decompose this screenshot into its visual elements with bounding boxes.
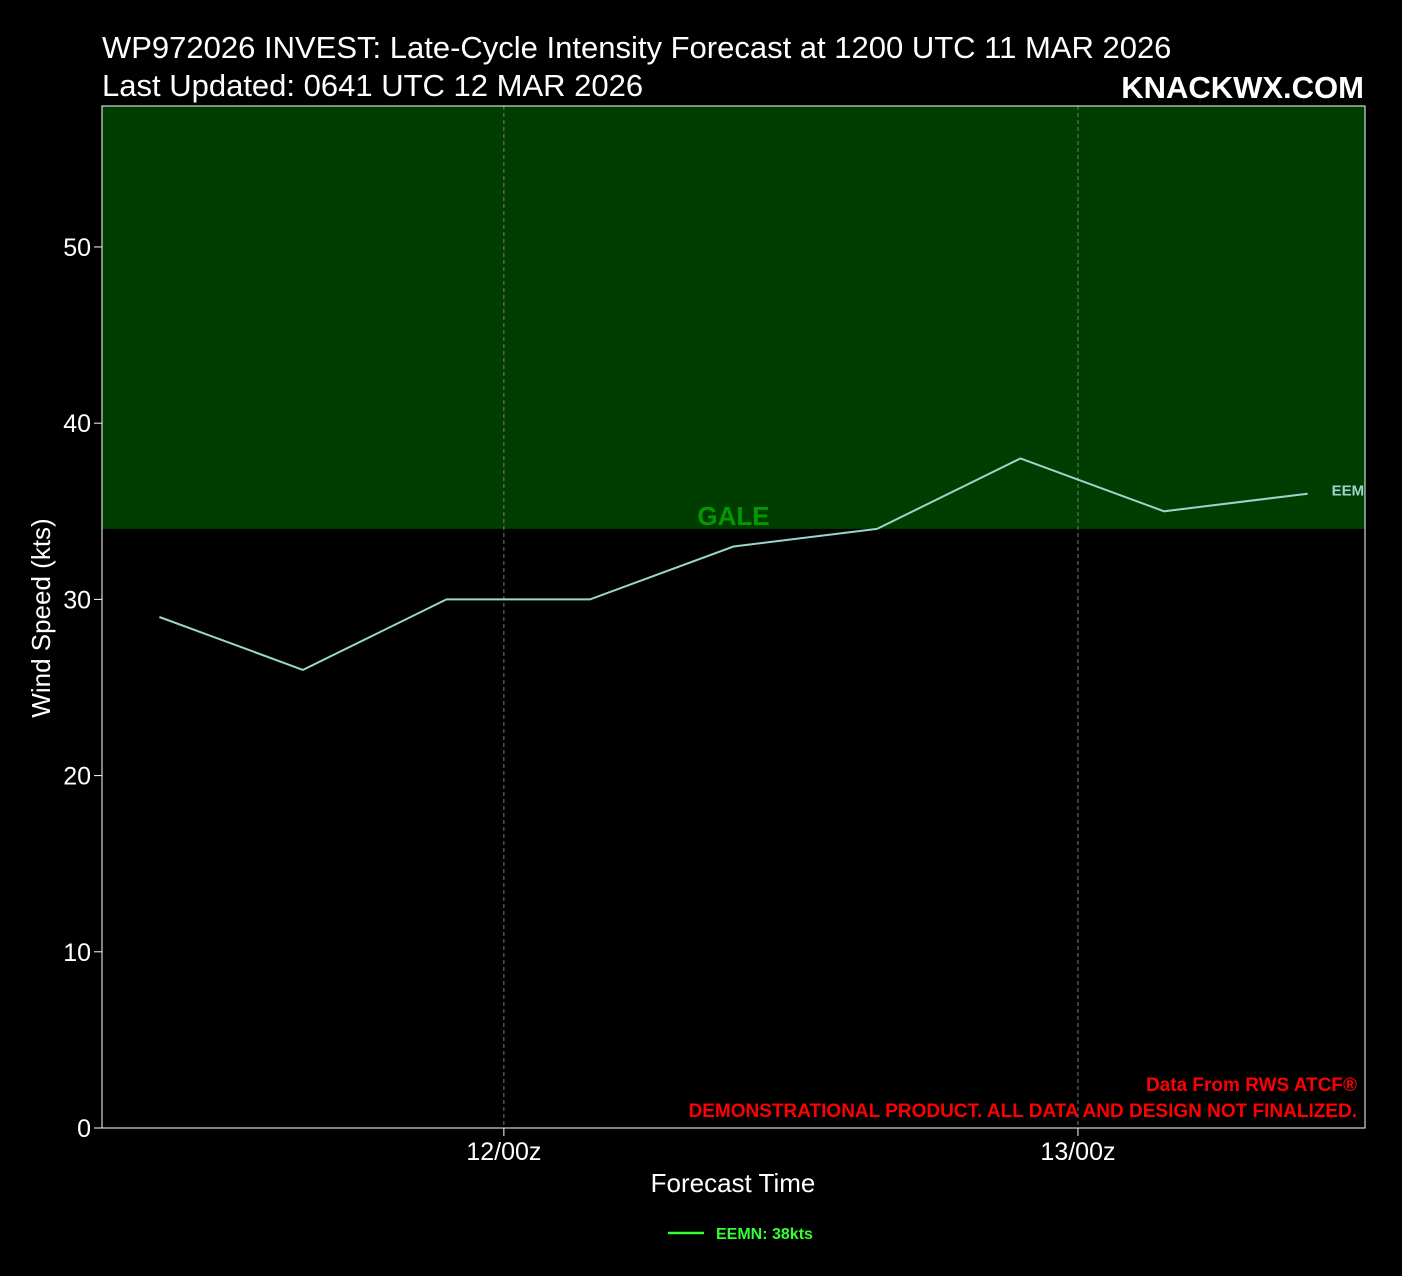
y-tick-label: 20 xyxy=(63,763,91,791)
y-tick-label: 0 xyxy=(77,1115,91,1143)
x-tick-label: 13/00z xyxy=(1040,1138,1115,1166)
x-axis-label: Forecast Time xyxy=(651,1168,816,1198)
y-tick-label: 10 xyxy=(63,939,91,967)
series-end-label: EEMN xyxy=(1332,483,1375,500)
y-tick-label: 30 xyxy=(63,586,91,614)
credit-line-disclaimer: DEMONSTRATIONAL PRODUCT. ALL DATA AND DE… xyxy=(689,1101,1358,1122)
brand-logo-text: KNACKWX.COM xyxy=(1121,70,1364,105)
gale-zone-band xyxy=(102,106,1365,529)
y-tick-label: 40 xyxy=(63,410,91,438)
plot-area: GALE EEMN 0 10 20 30 40 50 12/00z 13/00z xyxy=(63,105,1375,1166)
gale-zone-label: GALE xyxy=(697,501,769,531)
legend-entry: EEMN: 38kts xyxy=(716,1226,813,1243)
chart-subtitle: Last Updated: 0641 UTC 12 MAR 2026 xyxy=(102,68,643,103)
y-tick-label: 50 xyxy=(63,234,91,262)
y-axis-label: Wind Speed (kts) xyxy=(26,518,56,717)
credit-line-source: Data From RWS ATCF® xyxy=(1146,1075,1357,1096)
plot-frame xyxy=(101,105,1366,1129)
chart-title: WP972026 INVEST: Late-Cycle Intensity Fo… xyxy=(102,30,1171,65)
series-line-eemn xyxy=(159,457,1308,671)
x-tick-label: 12/00z xyxy=(466,1138,541,1166)
